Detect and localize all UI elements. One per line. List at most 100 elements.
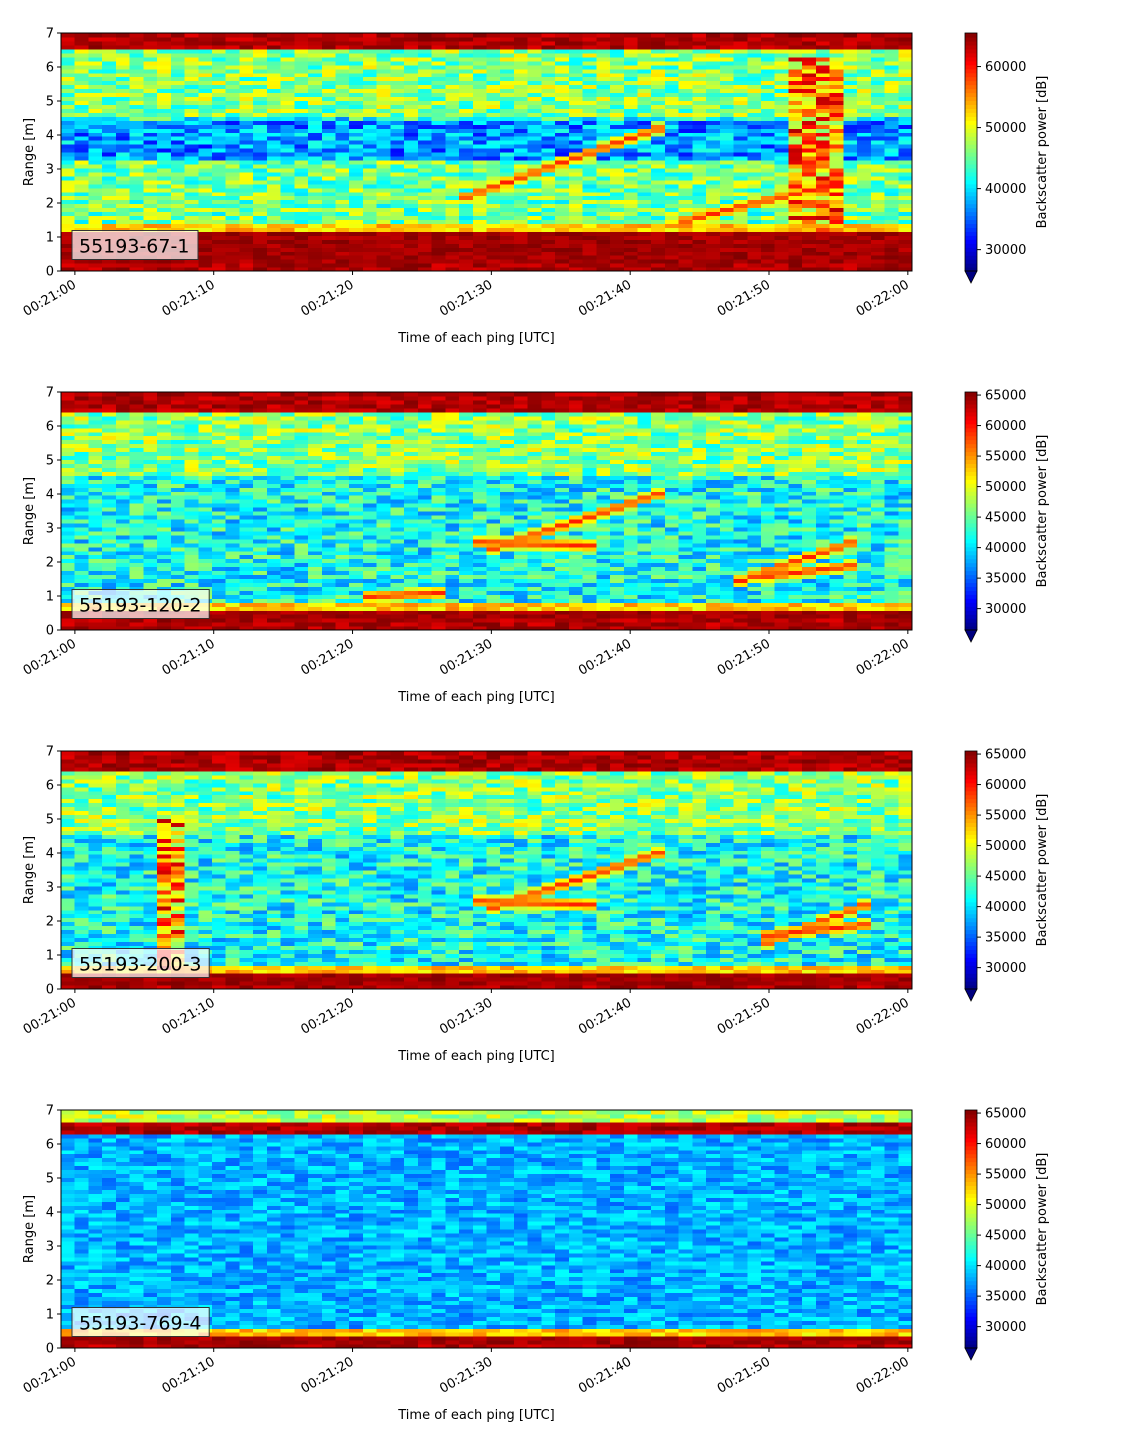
- heatmap-cell: [568, 128, 584, 133]
- heatmap-cell: [472, 136, 488, 141]
- heatmap-cell: [472, 179, 488, 185]
- heatmap-cell: [898, 124, 913, 129]
- heatmap-cell: [596, 80, 611, 86]
- heatmap-cell: [747, 80, 762, 86]
- heatmap-cell: [61, 116, 76, 121]
- heatmap-cell: [198, 108, 213, 113]
- heatmap-cell: [253, 562, 268, 568]
- heatmap-cell: [253, 231, 268, 236]
- heatmap-cell: [280, 415, 295, 421]
- heatmap-cell: [541, 36, 556, 42]
- heatmap-cell: [143, 550, 158, 556]
- heatmap-cell: [253, 431, 268, 437]
- heatmap-cell: [88, 518, 103, 524]
- heatmap-cell: [253, 40, 268, 46]
- heatmap-cell: [774, 152, 790, 157]
- heatmap-cell: [184, 155, 199, 161]
- heatmap-cell: [74, 171, 90, 177]
- heatmap-cell: [225, 550, 241, 556]
- colorbar-segment: [965, 203, 977, 209]
- heatmap-cell: [225, 104, 241, 109]
- heatmap-cell: [568, 203, 584, 209]
- heatmap-cell: [74, 48, 90, 54]
- heatmap-cell: [225, 148, 241, 153]
- heatmap-cell: [253, 542, 268, 548]
- heatmap-cell: [513, 163, 529, 169]
- heatmap-cell: [417, 199, 433, 205]
- heatmap-cell: [211, 503, 227, 508]
- heatmap-cell: [761, 124, 776, 129]
- heatmap-cell: [239, 144, 254, 149]
- heatmap-cell: [170, 263, 186, 268]
- heatmap-cell: [774, 100, 790, 105]
- heatmap-cell: [362, 167, 378, 173]
- heatmap-cell: [857, 152, 872, 157]
- heatmap-cell: [157, 427, 172, 433]
- heatmap-cell: [843, 52, 858, 58]
- heatmap-cell: [857, 203, 872, 209]
- heatmap-cell: [266, 112, 282, 117]
- heatmap-cell: [610, 92, 625, 98]
- heatmap-cell: [610, 259, 625, 264]
- heatmap-cell: [719, 84, 735, 90]
- heatmap-cell: [747, 48, 762, 54]
- heatmap-cell: [802, 167, 817, 173]
- heatmap-cell: [582, 104, 597, 109]
- heatmap-cell: [459, 167, 474, 173]
- heatmap-cell: [678, 104, 693, 109]
- heatmap-cell: [376, 251, 392, 256]
- heatmap-cell: [445, 56, 460, 62]
- heatmap-cell: [143, 399, 158, 405]
- heatmap-cell: [692, 219, 707, 224]
- heatmap-cell: [266, 538, 282, 544]
- heatmap-cell: [115, 207, 131, 213]
- heatmap-cell: [623, 108, 639, 113]
- heatmap-cell: [788, 263, 803, 268]
- heatmap-cell: [404, 171, 419, 177]
- heatmap-cell: [170, 227, 186, 232]
- heatmap-cell: [184, 586, 199, 591]
- heatmap-cell: [651, 259, 666, 264]
- heatmap-cell: [294, 136, 309, 141]
- heatmap-cell: [129, 144, 144, 149]
- heatmap-cell: [211, 191, 227, 197]
- heatmap-cell: [651, 152, 666, 157]
- heatmap-cell: [74, 487, 90, 492]
- heatmap-cell: [623, 167, 639, 173]
- heatmap-cell: [568, 171, 584, 177]
- heatmap-cell: [321, 80, 337, 86]
- heatmap-cell: [239, 499, 254, 504]
- heatmap-cell: [513, 207, 529, 213]
- heatmap-cell: [719, 80, 735, 86]
- heatmap-cell: [390, 144, 405, 149]
- colorbar-segment: [965, 227, 977, 232]
- heatmap-cell: [294, 144, 309, 149]
- heatmap-cell: [294, 243, 309, 248]
- heatmap-cell: [774, 60, 790, 66]
- heatmap-cell: [280, 419, 295, 425]
- colorbar-segment: [965, 140, 977, 145]
- heatmap-cell: [170, 267, 186, 272]
- heatmap-cell: [582, 120, 597, 125]
- heatmap-cell: [802, 219, 817, 224]
- heatmap-cell: [225, 231, 241, 236]
- heatmap-cell: [733, 120, 748, 125]
- heatmap-cell: [884, 56, 899, 62]
- heatmap-cell: [198, 518, 213, 524]
- heatmap-cell: [651, 148, 666, 153]
- heatmap-cell: [308, 475, 323, 480]
- heatmap-cell: [170, 427, 186, 433]
- heatmap-cell: [500, 56, 515, 62]
- heatmap-cell: [184, 435, 199, 441]
- heatmap-cell: [788, 52, 803, 58]
- heatmap-cell: [170, 443, 186, 449]
- heatmap-cell: [761, 227, 776, 232]
- heatmap-cell: [582, 148, 597, 153]
- heatmap-cell: [61, 92, 76, 98]
- heatmap-cell: [157, 33, 172, 38]
- heatmap-cell: [211, 594, 227, 599]
- heatmap-cell: [390, 175, 405, 181]
- heatmap-cell: [184, 64, 199, 70]
- heatmap-cell: [294, 223, 309, 228]
- heatmap-cell: [102, 140, 117, 145]
